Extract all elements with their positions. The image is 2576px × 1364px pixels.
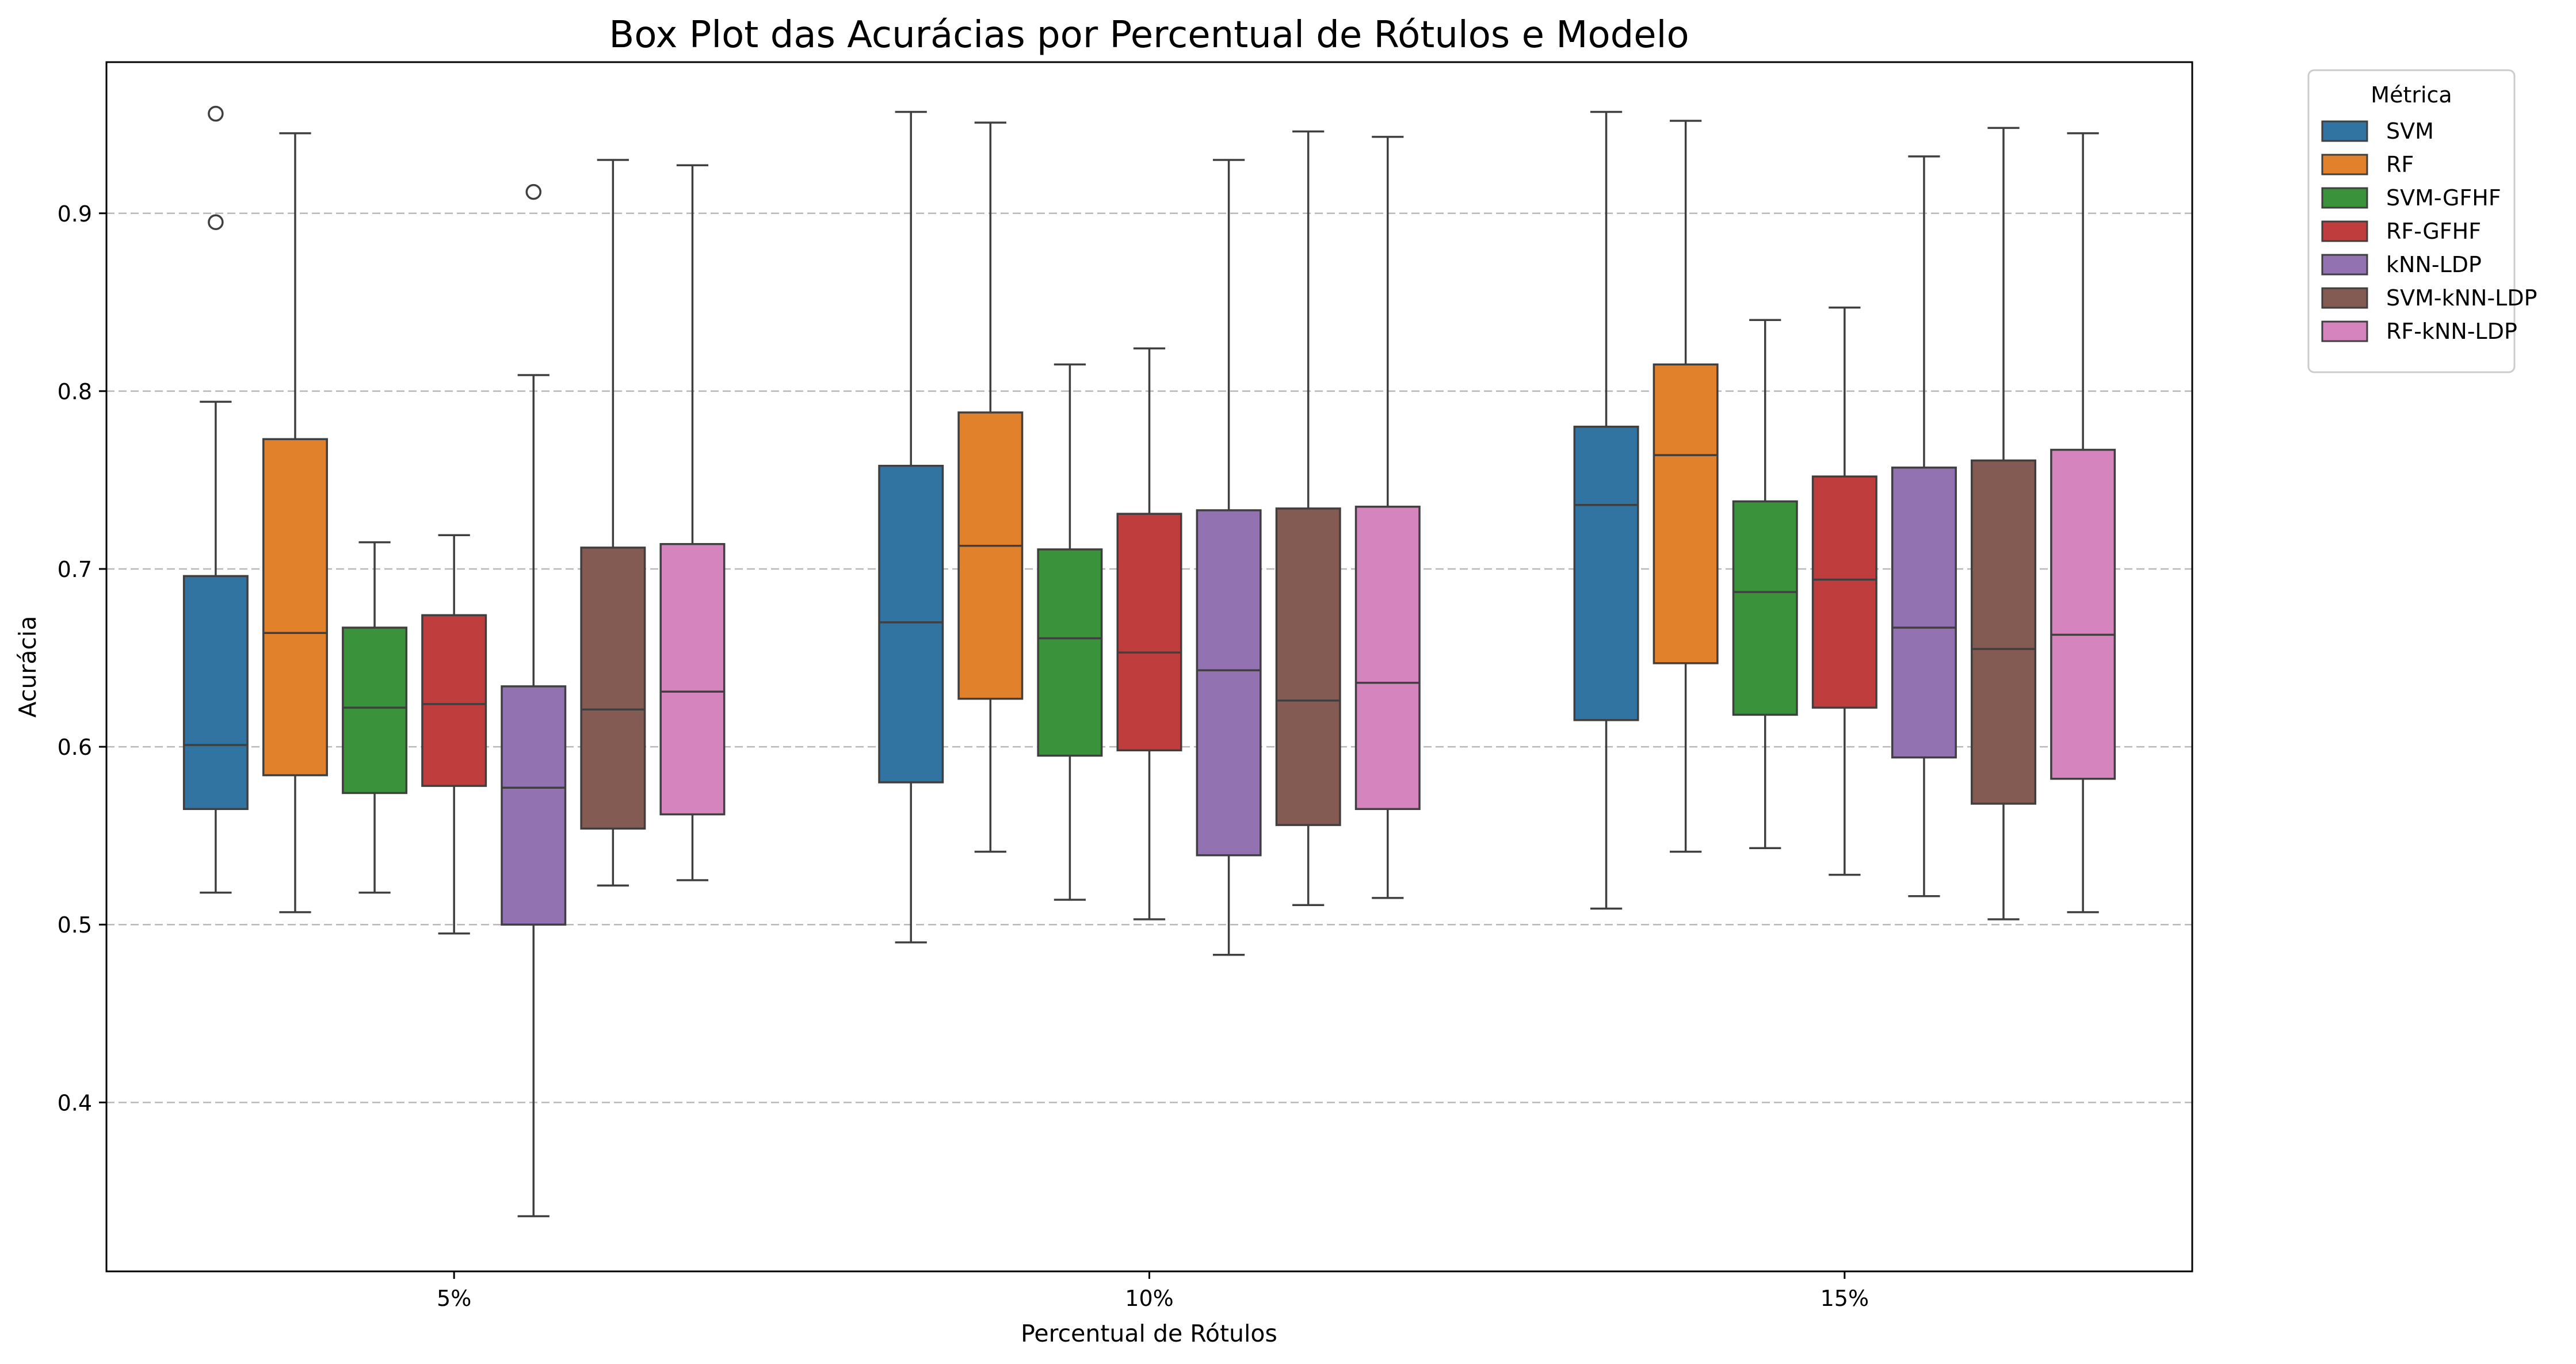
- box-svm-knn-ldp-10: [1275, 130, 1341, 906]
- box-svm-gfhf-15: [1732, 319, 1798, 850]
- x-axis-label: Percentual de Rótulos: [1021, 1320, 1277, 1347]
- legend-item-knn-ldp: kNN-LDP: [2321, 252, 2482, 277]
- box-svm-gfhf-5: [342, 541, 408, 894]
- series-rf-gfhf: [421, 306, 1877, 935]
- x-tick-label: 5%: [437, 1286, 471, 1311]
- box-rf-gfhf-10: [1116, 347, 1182, 920]
- box-rf-knn-ldp-5: [659, 164, 726, 881]
- legend-label: kNN-LDP: [2386, 252, 2482, 277]
- legend-swatch: [2321, 187, 2368, 209]
- iqr-box: [1037, 548, 1103, 757]
- box-rf-knn-ldp-10: [1354, 136, 1421, 899]
- box-rf-10: [957, 121, 1024, 853]
- outlier-point: [525, 184, 542, 200]
- x-tick-label: 10%: [1125, 1286, 1173, 1311]
- series-svm: [182, 105, 1639, 943]
- legend-title: Métrica: [2371, 82, 2452, 108]
- box-rf-5: [262, 132, 328, 914]
- legend-item-svm-gfhf: SVM-GFHF: [2321, 185, 2501, 211]
- iqr-box: [1196, 509, 1262, 857]
- iqr-box: [1354, 506, 1421, 811]
- iqr-box: [1732, 500, 1798, 716]
- legend-items: SVM RF SVM-GFHF RF-GFHF kNN-LDP SVM-kNN-LDP RF…: [2321, 119, 2537, 344]
- iqr-box: [342, 626, 408, 794]
- box-svm-5: [182, 105, 249, 894]
- y-axis-ticks: 0.4 0.5 0.6 0.7 0.8 0.9: [58, 201, 106, 1115]
- y-tick-label: 0.7: [58, 557, 92, 582]
- iqr-box: [501, 685, 567, 926]
- legend-item-rf-gfhf: RF-GFHF: [2321, 219, 2481, 244]
- box-rf-gfhf-5: [421, 534, 487, 935]
- iqr-box: [262, 438, 328, 777]
- box-rf-15: [1653, 120, 1719, 853]
- legend-label: RF-kNN-LDP: [2386, 319, 2517, 344]
- y-tick-label: 0.9: [58, 201, 92, 227]
- box-series: [182, 105, 2116, 1217]
- y-tick-label: 0.5: [58, 912, 92, 938]
- x-tick-label: 15%: [1821, 1286, 1869, 1311]
- y-tick-label: 0.8: [58, 379, 92, 404]
- legend-label: RF: [2386, 152, 2414, 177]
- legend-item-rf-knn-ldp: RF-kNN-LDP: [2321, 319, 2517, 344]
- series-rf: [262, 120, 1719, 914]
- x-axis-ticks: 5% 10% 15%: [437, 1271, 1869, 1311]
- iqr-box: [1275, 507, 1341, 826]
- legend: Métrica SVM RF SVM-GFHF RF-GFHF kNN-LDP SVM-k…: [2307, 69, 2537, 373]
- chart-title: Box Plot das Acurácias por Percentual de…: [609, 14, 1689, 56]
- iqr-box: [1971, 459, 2037, 805]
- legend-swatch: [2321, 120, 2368, 142]
- series-knn-ldp: [501, 155, 1957, 1217]
- legend-label: SVM-GFHF: [2386, 185, 2501, 211]
- box-rf-gfhf-15: [1811, 306, 1877, 876]
- iqr-box: [1573, 425, 1639, 721]
- box-svm-knn-ldp-5: [580, 159, 646, 887]
- legend-item-svm: SVM: [2321, 119, 2434, 144]
- box-svm-10: [878, 110, 944, 943]
- box-svm-knn-ldp-15: [1971, 127, 2037, 920]
- box-svm-15: [1573, 110, 1639, 910]
- outlier-point: [208, 105, 224, 122]
- y-tick-label: 0.4: [58, 1090, 92, 1115]
- legend-label: SVM: [2386, 119, 2434, 144]
- box-knn-ldp-10: [1196, 159, 1262, 956]
- legend-swatch: [2321, 220, 2368, 242]
- iqr-box: [659, 542, 726, 816]
- iqr-box: [957, 411, 1024, 700]
- legend-swatch: [2321, 154, 2368, 175]
- legend-swatch: [2321, 287, 2368, 309]
- series-svm-knn-ldp: [580, 127, 2037, 920]
- iqr-box: [1811, 475, 1877, 709]
- iqr-box: [182, 575, 249, 811]
- legend-item-rf: RF: [2321, 152, 2414, 177]
- iqr-box: [421, 614, 487, 787]
- series-rf-knn-ldp: [659, 132, 2116, 914]
- legend-label: SVM-kNN-LDP: [2386, 285, 2537, 311]
- box-svm-gfhf-10: [1037, 363, 1103, 901]
- iqr-box: [580, 547, 646, 830]
- legend-swatch: [2321, 254, 2368, 276]
- iqr-box: [878, 464, 944, 784]
- series-svm-gfhf: [342, 319, 1798, 901]
- iqr-box: [1116, 513, 1182, 752]
- iqr-box: [2050, 449, 2116, 780]
- outlier-point: [208, 214, 224, 230]
- y-axis-label: Acurácia: [14, 616, 41, 718]
- legend-item-svm-knn-ldp: SVM-kNN-LDP: [2321, 285, 2537, 311]
- iqr-box: [1891, 467, 1957, 759]
- legend-label: RF-GFHF: [2386, 219, 2481, 244]
- box-knn-ldp-5: [501, 184, 567, 1217]
- iqr-box: [1653, 363, 1719, 664]
- box-knn-ldp-15: [1891, 155, 1957, 897]
- y-tick-label: 0.6: [58, 735, 92, 760]
- box-rf-knn-ldp-15: [2050, 132, 2116, 914]
- legend-swatch: [2321, 320, 2368, 342]
